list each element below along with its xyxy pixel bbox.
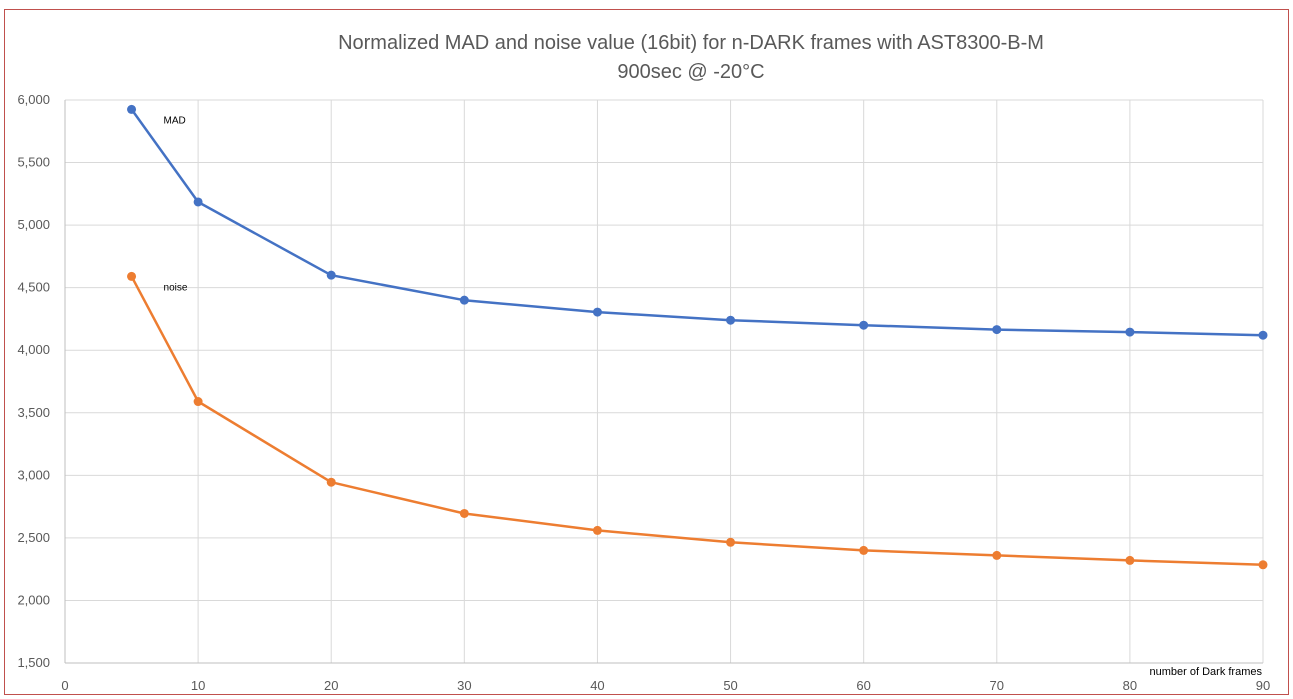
data-point-mad [1125,327,1135,337]
x-tick-label: 40 [590,678,604,693]
tick-labels: 1,500 2,000 2,500 3,000 3,500 4,000 4,500 5,000… [17,92,1270,693]
y-tick-label: 1,500 [17,655,50,670]
data-point-mad [193,197,203,207]
data-point-noise [726,537,736,547]
data-point-noise [459,508,469,518]
y-tick-label: 5,000 [17,217,50,232]
data-point-noise [127,271,137,281]
y-tick-label: 3,000 [17,467,50,482]
data-point-noise [326,477,336,487]
data-point-noise [1125,555,1135,565]
data-point-mad [459,295,469,305]
x-tick-label: 60 [856,678,870,693]
data-point-mad [992,325,1002,335]
data-point-mad [1258,330,1268,340]
y-tick-label: 3,500 [17,405,50,420]
x-tick-label: 10 [191,678,205,693]
x-tick-label: 50 [723,678,737,693]
y-tick-label: 4,500 [17,280,50,295]
series-label-mad: MAD [164,115,186,126]
data-point-noise [992,550,1002,560]
y-tick-label: 6,000 [17,92,50,107]
series-line-noise [130,275,1265,567]
data-point-noise [1258,560,1268,570]
data-point-mad [726,315,736,325]
series: MAD noise [127,104,1268,570]
x-tick-label: 90 [1256,678,1270,693]
data-point-mad [326,270,336,280]
x-tick-label: 30 [457,678,471,693]
y-tick-label: 2,000 [17,592,50,607]
y-tick-label: 5,500 [17,155,50,170]
data-point-mad [592,307,602,317]
chart-border [4,9,1289,695]
y-tick-label: 2,500 [17,530,50,545]
data-point-noise [859,545,869,555]
x-tick-label: 20 [324,678,338,693]
x-axis-label: number of Dark frames [1150,666,1263,678]
chart-title-line-2: 900sec @ -20°C [617,61,764,83]
series-label-noise: noise [164,282,188,293]
x-tick-label: 0 [61,678,68,693]
series-noise: noise [127,271,1268,570]
data-point-noise [193,397,203,407]
data-point-mad [127,104,137,114]
series-mad: MAD [127,104,1268,340]
gridlines [65,99,1264,663]
x-tick-label: 80 [1123,678,1137,693]
series-line-mad [130,108,1265,337]
axes [64,100,1263,664]
y-tick-label: 4,000 [17,342,50,357]
x-tick-label: 70 [990,678,1004,693]
chart-title-line-1: Normalized MAD and noise value (16bit) f… [338,32,1044,54]
data-point-mad [859,320,869,330]
data-point-noise [592,525,602,535]
